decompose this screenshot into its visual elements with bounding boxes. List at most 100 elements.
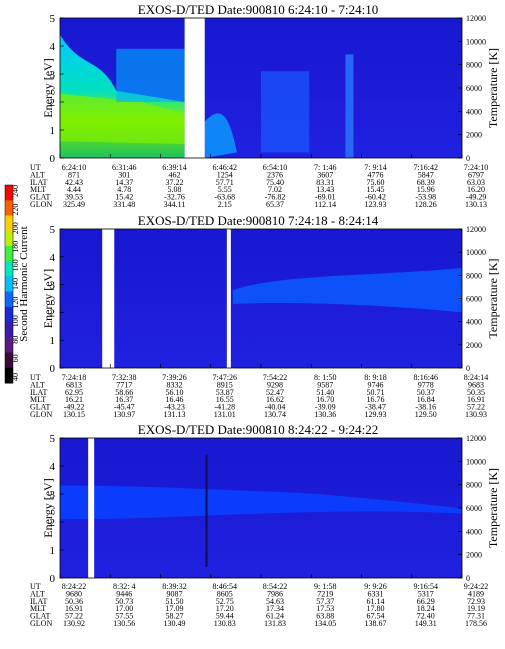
plasma-region: [204, 113, 237, 158]
table-cell: 1254: [217, 170, 233, 179]
table-cell: -69.01: [315, 193, 336, 202]
table-cell: 17.53: [316, 604, 334, 613]
table-cell: 17.34: [266, 604, 284, 613]
table-cell: 57.22: [65, 612, 83, 621]
y-tick-label: 0: [50, 573, 56, 585]
table-cell: 130.83: [214, 619, 236, 628]
y-tick-label: 5: [50, 13, 56, 25]
table-cell: 57.55: [115, 612, 133, 621]
y-axis-label: Energy [eV]: [41, 478, 55, 537]
panel-title: EXOS-D/TED Date:900810 6:24:10 - 7:24:10: [138, 2, 378, 17]
table-cell: 13.43: [316, 185, 334, 194]
table-cell: 8: 1:50: [314, 373, 336, 382]
table-cell: 59.44: [216, 612, 234, 621]
table-cell: 50.73: [115, 597, 133, 606]
plasma-streak: [345, 54, 354, 158]
table-cell: 9087: [167, 589, 183, 598]
table-cell: 9: 1:58: [314, 582, 336, 591]
colorbar-tick-label: 80: [11, 336, 20, 344]
colorbar-cell: [5, 352, 13, 369]
data-gap: [88, 438, 95, 578]
table-cell: 16.84: [417, 395, 435, 404]
table-cell: 19.19: [467, 604, 485, 613]
table-cell: 9746: [368, 380, 384, 389]
table-cell: 131.83: [264, 619, 286, 628]
y-right-tick-label: 2000: [466, 131, 482, 140]
table-cell: -49.22: [64, 403, 85, 412]
spectrogram-panel-3: EXOS-D/TED Date:900810 8:24:22 - 9:24:22…: [30, 422, 500, 628]
row-label: UT: [30, 582, 41, 591]
table-cell: 2.15: [218, 200, 232, 209]
table-cell: 4189: [468, 589, 484, 598]
colorbar-cell: [5, 261, 13, 277]
y-tick-label: 0: [50, 363, 56, 375]
table-cell: 9680: [66, 589, 82, 598]
table-cell: -38.16: [415, 403, 436, 412]
table-cell: 7:54:22: [263, 373, 287, 382]
y-right-tick-label: 2000: [466, 551, 482, 560]
y-tick-label: 2: [50, 517, 56, 529]
table-cell: 67.54: [367, 612, 385, 621]
y-right-tick-label: 0: [466, 364, 470, 373]
table-cell: 6:24:10: [62, 163, 86, 172]
y-right-tick-label: 8000: [466, 481, 482, 490]
colorbar-cell: [5, 185, 13, 201]
table-cell: 51.50: [166, 597, 184, 606]
y-right-tick-label: 0: [466, 154, 470, 163]
table-cell: 16.21: [65, 395, 83, 404]
table-cell: 50.36: [65, 597, 83, 606]
y-tick-label: 3: [50, 489, 56, 501]
table-cell: 16.20: [467, 185, 485, 194]
table-cell: 6:46:42: [213, 163, 237, 172]
row-label: MLT: [30, 604, 46, 613]
table-cell: 75.60: [367, 178, 385, 187]
table-cell: 68.39: [417, 178, 435, 187]
row-label: GLAT: [30, 612, 51, 621]
table-cell: 5.08: [168, 185, 182, 194]
table-cell: 7717: [116, 380, 132, 389]
colorbar-tick-label: 120: [11, 297, 20, 309]
row-label: ALT: [30, 380, 45, 389]
table-cell: 17.00: [115, 604, 133, 613]
hot-plasma-core: [60, 93, 185, 144]
table-cell: 14.37: [115, 178, 133, 187]
y-right-tick-label: 12000: [466, 434, 486, 443]
colorbar-tick-label: 180: [11, 241, 20, 253]
colorbar-label: Second Harmonic Current: [18, 226, 30, 341]
y-right-tick-label: 12000: [466, 14, 486, 23]
y-tick-label: 3: [50, 280, 56, 292]
y-right-tick-label: 6000: [466, 295, 482, 304]
row-label: UT: [30, 163, 41, 172]
table-cell: 65.37: [266, 200, 284, 209]
table-cell: 325.49: [63, 200, 85, 209]
table-cell: 63.88: [316, 612, 334, 621]
y-tick-label: 1: [50, 545, 56, 557]
table-cell: 54.63: [266, 597, 284, 606]
y-right-tick-label: 4000: [466, 318, 482, 327]
table-cell: 58.66: [115, 388, 133, 397]
table-cell: 52.47: [266, 388, 284, 397]
colorbar: 40 60 80 100 120 140 160 180 200 220 240 Second Ha…: [4, 184, 30, 384]
table-cell: 15.96: [417, 185, 435, 194]
table-cell: 9: 9:26: [364, 582, 386, 591]
table-cell: 16.76: [367, 395, 385, 404]
plasma-region: [116, 48, 185, 102]
colorbar-tick-label: 220: [11, 204, 20, 216]
table-cell: 3607: [317, 170, 333, 179]
table-cell: 62.95: [65, 388, 83, 397]
spectrogram-panel-1: EXOS-D/TED Date:900810 6:24:10 - 7:24:10…: [30, 2, 500, 209]
panel-title: EXOS-D/TED Date:900810 8:24:22 - 9:24:22: [138, 422, 378, 437]
y-right-axis-label: Temperature [K]: [486, 258, 500, 338]
y-right-tick-label: 12000: [466, 225, 486, 234]
table-cell: 331.48: [113, 200, 135, 209]
table-cell: 131.01: [214, 410, 236, 419]
table-cell: 149.31: [415, 619, 437, 628]
table-cell: 112.14: [314, 200, 336, 209]
table-cell: -49.29: [466, 193, 487, 202]
y-tick-label: 0: [50, 153, 56, 165]
table-cell: 50.71: [367, 388, 385, 397]
y-right-tick-label: 10000: [466, 37, 486, 46]
row-label: GLAT: [30, 193, 51, 202]
colorbar-cell: [5, 367, 13, 384]
